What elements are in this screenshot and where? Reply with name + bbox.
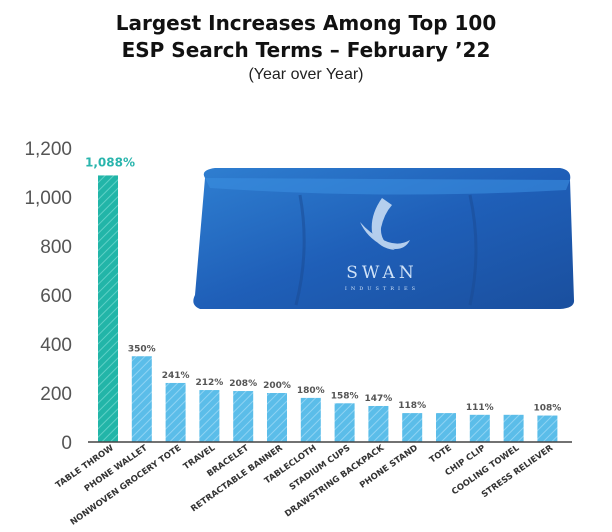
- y-axis: 0 200 400 600 800 1,000 1,200: [24, 139, 72, 454]
- data-label: 350%: [128, 344, 156, 354]
- brand-sub: INDUSTRIES: [345, 286, 419, 292]
- data-label: 241%: [162, 371, 190, 381]
- data-label: 180%: [297, 386, 325, 396]
- y-tick-label: 400: [40, 335, 72, 356]
- bar: [503, 414, 524, 442]
- data-label: 108%: [533, 404, 561, 414]
- bar: [199, 390, 220, 442]
- data-label: 208%: [229, 379, 257, 389]
- bar: [334, 403, 355, 442]
- swan-icon: [360, 198, 410, 250]
- value-labels: 1,088% 350% 241% 212% 208% 200% 180% 158% 147% 11…: [85, 155, 561, 413]
- data-label: 111%: [466, 403, 494, 413]
- bar: [233, 391, 254, 442]
- bar: [165, 382, 186, 442]
- y-tick-label: 1,000: [24, 188, 72, 209]
- brand-name: SWAN: [346, 263, 417, 283]
- y-tick-label: 0: [61, 433, 72, 454]
- bar: [98, 175, 118, 442]
- bar: [267, 393, 287, 442]
- x-tick-label: TOTE: [428, 443, 454, 465]
- chart-title: Largest Increases Among Top 100 ESP Sear…: [0, 10, 612, 84]
- y-tick-label: 600: [40, 286, 72, 307]
- bars: [98, 175, 558, 442]
- chart-subtitle: (Year over Year): [248, 66, 364, 83]
- bar: [436, 413, 456, 442]
- y-tick-label: 1,200: [24, 139, 72, 160]
- data-label: 200%: [263, 381, 291, 391]
- bar: [368, 405, 389, 442]
- data-label: 212%: [195, 378, 223, 388]
- y-tick-label: 800: [40, 237, 72, 258]
- data-label: 158%: [331, 391, 359, 401]
- bar: [469, 414, 490, 442]
- data-label: 118%: [398, 401, 426, 411]
- chart-title-line-2: ESP Search Terms – February ’22: [121, 38, 491, 62]
- x-tick-label: PHONE STAND: [358, 443, 420, 490]
- bar: [537, 415, 558, 442]
- tablecloth-product-image: SWAN INDUSTRIES: [193, 168, 575, 309]
- bar: [131, 356, 152, 442]
- data-label: 1,088%: [85, 155, 135, 169]
- bar: [300, 397, 321, 442]
- chart-title-line-1: Largest Increases Among Top 100: [115, 11, 497, 35]
- data-label: 147%: [364, 394, 392, 404]
- bar: [402, 413, 423, 442]
- y-tick-label: 200: [40, 384, 72, 405]
